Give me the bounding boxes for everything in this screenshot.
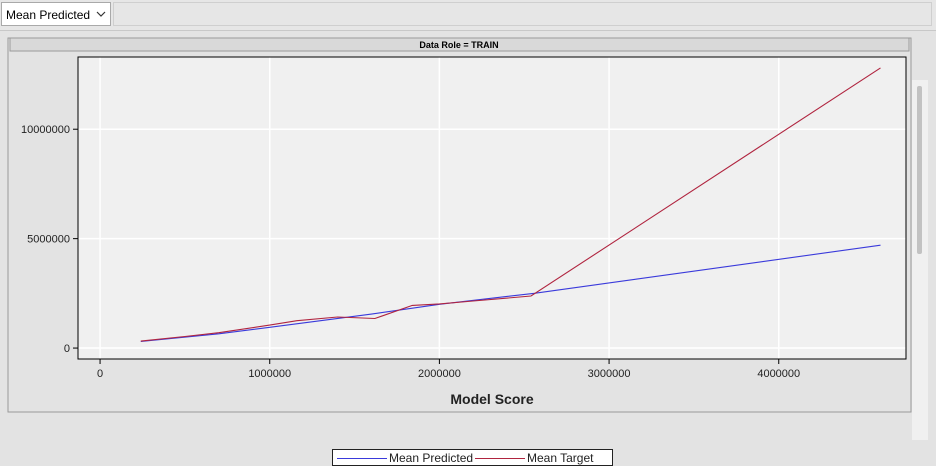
- legend-label-mean-target: Mean Target: [527, 451, 594, 465]
- y-tick-label: 10000000: [21, 124, 70, 136]
- series-line-mean-target: [140, 67, 881, 342]
- x-tick-label: 1000000: [248, 368, 291, 380]
- legend-label-mean-predicted: Mean Predicted: [389, 451, 474, 465]
- x-tick-label: 4000000: [757, 368, 800, 380]
- plot-border: [77, 56, 907, 360]
- series-selector-dropdown[interactable]: Mean Predicted: [1, 2, 111, 26]
- toolbar: Mean Predicted: [0, 0, 936, 31]
- chart-svg: Data Role = TRAIN 0 5000000 10000000 0 1000…: [7, 37, 912, 413]
- plot-area: [77, 56, 907, 360]
- x-tick-label: 2000000: [418, 368, 461, 380]
- x-axis-ticks: 0 1000000 2000000 3000000 4000000: [97, 359, 800, 380]
- y-tick-label: 5000000: [27, 234, 70, 246]
- chevron-down-icon: [96, 11, 106, 17]
- vertical-scrollbar-thumb[interactable]: [917, 86, 922, 254]
- y-axis-ticks: 0 5000000 10000000: [21, 124, 78, 355]
- y-tick-label: 0: [64, 343, 70, 355]
- toolbar-spacer: [113, 2, 932, 26]
- chart-header-band: [9, 37, 910, 52]
- legend-swatch-mean-target: [475, 458, 525, 459]
- grid-lines: [78, 57, 906, 359]
- series-lines: [140, 67, 881, 343]
- vertical-scrollbar[interactable]: [912, 80, 928, 440]
- series-selector-value: Mean Predicted: [6, 8, 91, 22]
- legend-swatch-mean-predicted: [337, 458, 387, 459]
- chart-area: Data Role = TRAIN 0 5000000 10000000 0 1000…: [0, 30, 936, 466]
- x-tick-label: 0: [97, 368, 103, 380]
- chart-title: Data Role = TRAIN: [419, 40, 498, 50]
- x-axis-label: Model Score: [450, 391, 533, 407]
- x-tick-label: 3000000: [588, 368, 631, 380]
